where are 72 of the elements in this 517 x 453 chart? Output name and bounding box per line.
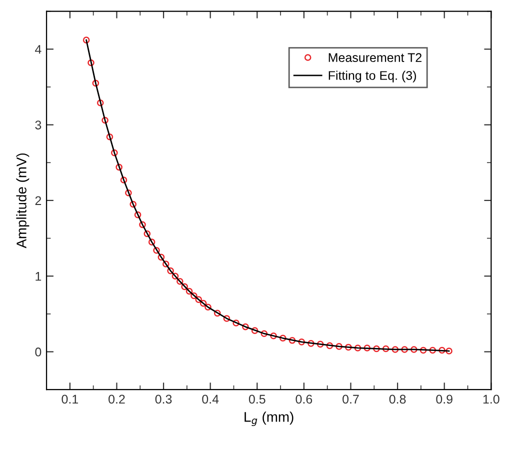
x-tick-label: 0.1 <box>62 394 78 404</box>
x-tick-label: 0.7 <box>342 394 359 404</box>
point <box>162 260 170 268</box>
point <box>446 348 452 354</box>
x-tick-label: 0.2 <box>108 394 125 404</box>
y-tick-label: 1 <box>36 272 42 281</box>
point <box>181 283 188 290</box>
point <box>106 134 114 140</box>
point <box>214 310 221 317</box>
point <box>223 315 230 322</box>
point <box>336 343 342 350</box>
point <box>158 254 165 261</box>
point <box>195 296 202 303</box>
point <box>401 346 408 353</box>
point <box>96 99 104 106</box>
point <box>134 211 142 218</box>
point <box>125 189 132 196</box>
point <box>354 344 362 352</box>
point <box>232 320 240 326</box>
point <box>251 327 258 334</box>
point <box>172 272 179 280</box>
y-tick-label: 4 <box>35 45 42 54</box>
point <box>200 300 207 307</box>
point <box>345 344 352 351</box>
point <box>382 345 390 352</box>
point <box>148 238 156 246</box>
point <box>144 230 151 238</box>
point <box>308 340 314 347</box>
point <box>288 337 296 344</box>
point <box>438 346 446 354</box>
y-tick-label: 0 <box>35 348 42 356</box>
point <box>116 164 122 171</box>
point <box>260 330 268 337</box>
point <box>410 346 418 353</box>
point <box>298 338 306 346</box>
x-tick-label: 0.5 <box>248 394 266 404</box>
point <box>153 246 160 254</box>
point <box>110 149 118 156</box>
point <box>373 345 380 352</box>
point <box>130 200 137 208</box>
point <box>242 323 249 330</box>
point <box>316 340 324 348</box>
point <box>82 36 90 44</box>
legend-label: Fitting to Eq. (3) <box>328 70 416 82</box>
point <box>204 304 212 311</box>
y-tick-label: 3 <box>35 120 42 130</box>
point <box>186 288 193 295</box>
point <box>102 116 108 124</box>
x-tick-label: 0.9 <box>436 394 452 404</box>
point <box>120 176 128 184</box>
x-tick-label: 0.6 <box>296 394 312 404</box>
point <box>429 346 436 354</box>
point <box>176 278 184 285</box>
point <box>167 267 174 274</box>
x-tick-label: 0.8 <box>389 394 406 404</box>
point <box>139 221 146 228</box>
legend-label: Measurement T2 <box>328 53 422 62</box>
point <box>92 80 100 87</box>
point <box>364 344 371 352</box>
x-axis-title: L$_{g}$ (mm) <box>244 412 294 426</box>
point <box>420 346 427 354</box>
x-tick-label: 0.4 <box>202 394 219 404</box>
x-tick-label: 1.0 <box>483 394 500 404</box>
point <box>326 342 334 350</box>
point <box>190 292 198 300</box>
y-tick-label: 2 <box>35 196 42 205</box>
x-tick-label: 0.3 <box>155 394 172 404</box>
point <box>88 59 94 66</box>
y-axis-title: Amplitude (mV) <box>16 153 30 248</box>
point <box>392 346 399 353</box>
point <box>279 334 286 342</box>
point <box>270 332 277 340</box>
